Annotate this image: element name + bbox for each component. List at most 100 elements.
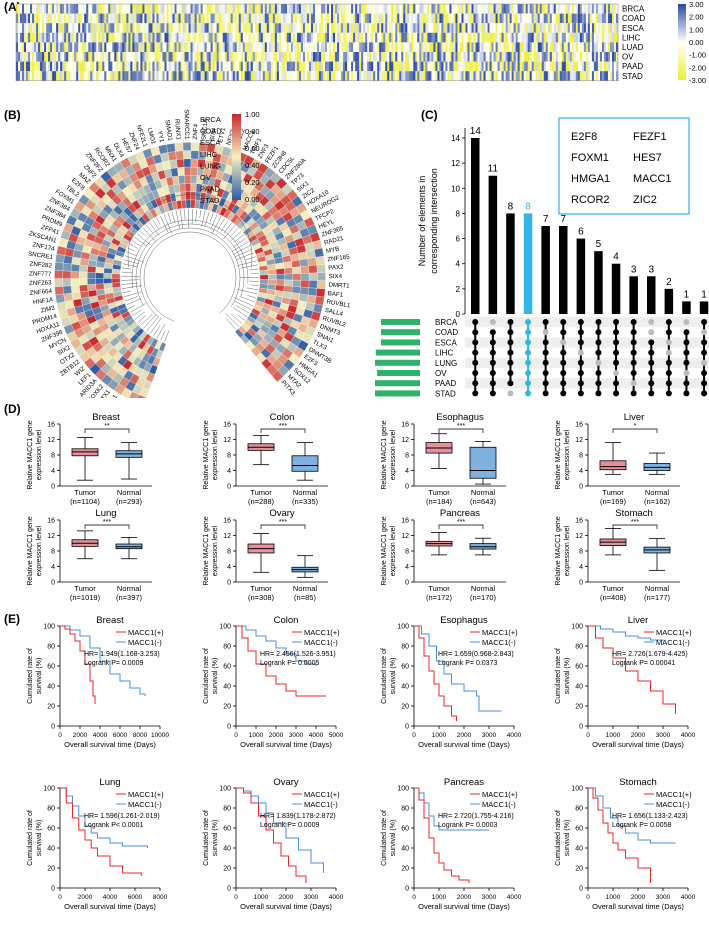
heatmap-cell [601,42,605,52]
heatmap-cell [381,13,384,24]
heatmap-cell [345,42,348,52]
heatmap-cell [166,61,169,72]
heatmap-cell [224,23,227,33]
heatmap-cell [64,32,67,43]
heatmap-cell [66,4,69,14]
matrix-dot [595,349,602,356]
heatmap-cell [569,13,573,24]
heatmap-cell [68,23,71,33]
heatmap-cell [108,32,111,43]
heatmap-cell [459,32,462,43]
heatmap-cell [347,32,350,43]
heatmap-cell [525,52,528,62]
heatmap-cell [122,71,125,81]
circular-cell [291,286,301,294]
heatmap-cell [92,42,95,52]
heatmap-cell [317,52,320,62]
heatmap-cell [78,4,81,14]
y-axis-label: Relative MACC1 gene expression level [27,420,43,489]
heatmap-cell [74,23,77,33]
heatmap-cell [513,32,516,43]
logrank-p: Logrank P= 0.0009 [260,822,319,829]
heatmap-cell [371,71,374,81]
heatmap-cell [232,4,236,14]
heatmap-cell [329,71,332,81]
heatmap-cell [258,42,262,52]
dendro-branch [152,219,160,231]
heatmap-cell [282,23,286,33]
matrix-dot [630,329,637,336]
y-axis-label-line: survival (%) [564,820,571,857]
heatmap-cell [244,52,248,62]
heatmap-cell [176,42,179,52]
heatmap-cell [72,13,75,24]
heatmap-cell [417,61,420,72]
heatmap-cell [487,23,490,33]
x-tick-label: 8000 [133,732,148,739]
survival-curve-positive [236,625,326,697]
heatmap-cell [463,23,466,33]
heatmap-cell [345,13,348,24]
heatmap-cell [16,61,19,72]
y-tick-label: 80 [401,644,409,651]
heatmap-cell [266,23,270,33]
y-tick-label: 0 [227,580,231,587]
matrix-dot [577,319,584,325]
heatmap-cell [62,4,65,14]
heatmap-cell [86,42,89,52]
heatmap-cell [310,13,314,24]
intersection-bar [523,213,533,314]
heatmap-cell [218,32,221,43]
heatmap-cell [62,52,65,62]
heatmap-cell [425,4,428,14]
heatmap-cell [290,42,294,52]
heatmap-cell [36,61,39,72]
heatmap-cell [451,32,454,43]
heatmap-cell [441,52,444,62]
heatmap-cell [589,32,593,43]
heatmap-cell [487,4,490,14]
dendro-branch [163,214,173,234]
heatmap-cell [238,4,242,14]
heatmap-cell [190,71,193,81]
y-tick-label: 60 [401,664,409,671]
heatmap-cell [96,42,99,52]
heatmap-cell [206,4,209,14]
heatmap-cell [128,4,131,14]
gene-label: ZIM3 [40,304,56,314]
heatmap-cell [224,52,227,62]
heatmap-cell [176,32,179,43]
heatmap-cell [327,32,330,43]
dendro-branch [121,279,140,281]
heatmap-cell [218,52,221,62]
heatmap-cell [585,13,589,24]
y-tick-label: 60 [575,664,583,671]
boxplot-title: Liver [624,412,645,423]
heatmap-cell [262,32,266,43]
matrix-dot [507,329,514,336]
heatmap-cell [72,23,75,33]
heatmap-cell [190,13,193,24]
heatmap-cell [369,71,372,81]
heatmap-cell [321,61,324,72]
heatmap-cell [403,52,406,62]
heatmap-cell [425,61,428,72]
heatmap-cell [429,23,432,33]
heatmap-cell [495,61,498,72]
heatmap-cell [365,4,368,14]
y-tick-label: 80 [401,806,409,813]
heatmap-cell [427,13,430,24]
heatmap-cell [312,61,316,72]
heatmap-cell [611,4,615,14]
y-tick-label: 0 [227,886,231,893]
heatmap-cell [116,61,119,72]
dendro-branch [131,240,142,247]
heatmap-cell [425,13,428,24]
heatmap-cell [130,42,133,52]
heatmap-cell [94,52,97,62]
heatmap-cell [118,23,121,33]
heatmap-cell [527,13,531,24]
heatmap-cell [329,61,332,72]
heatmap-cell [583,71,587,81]
